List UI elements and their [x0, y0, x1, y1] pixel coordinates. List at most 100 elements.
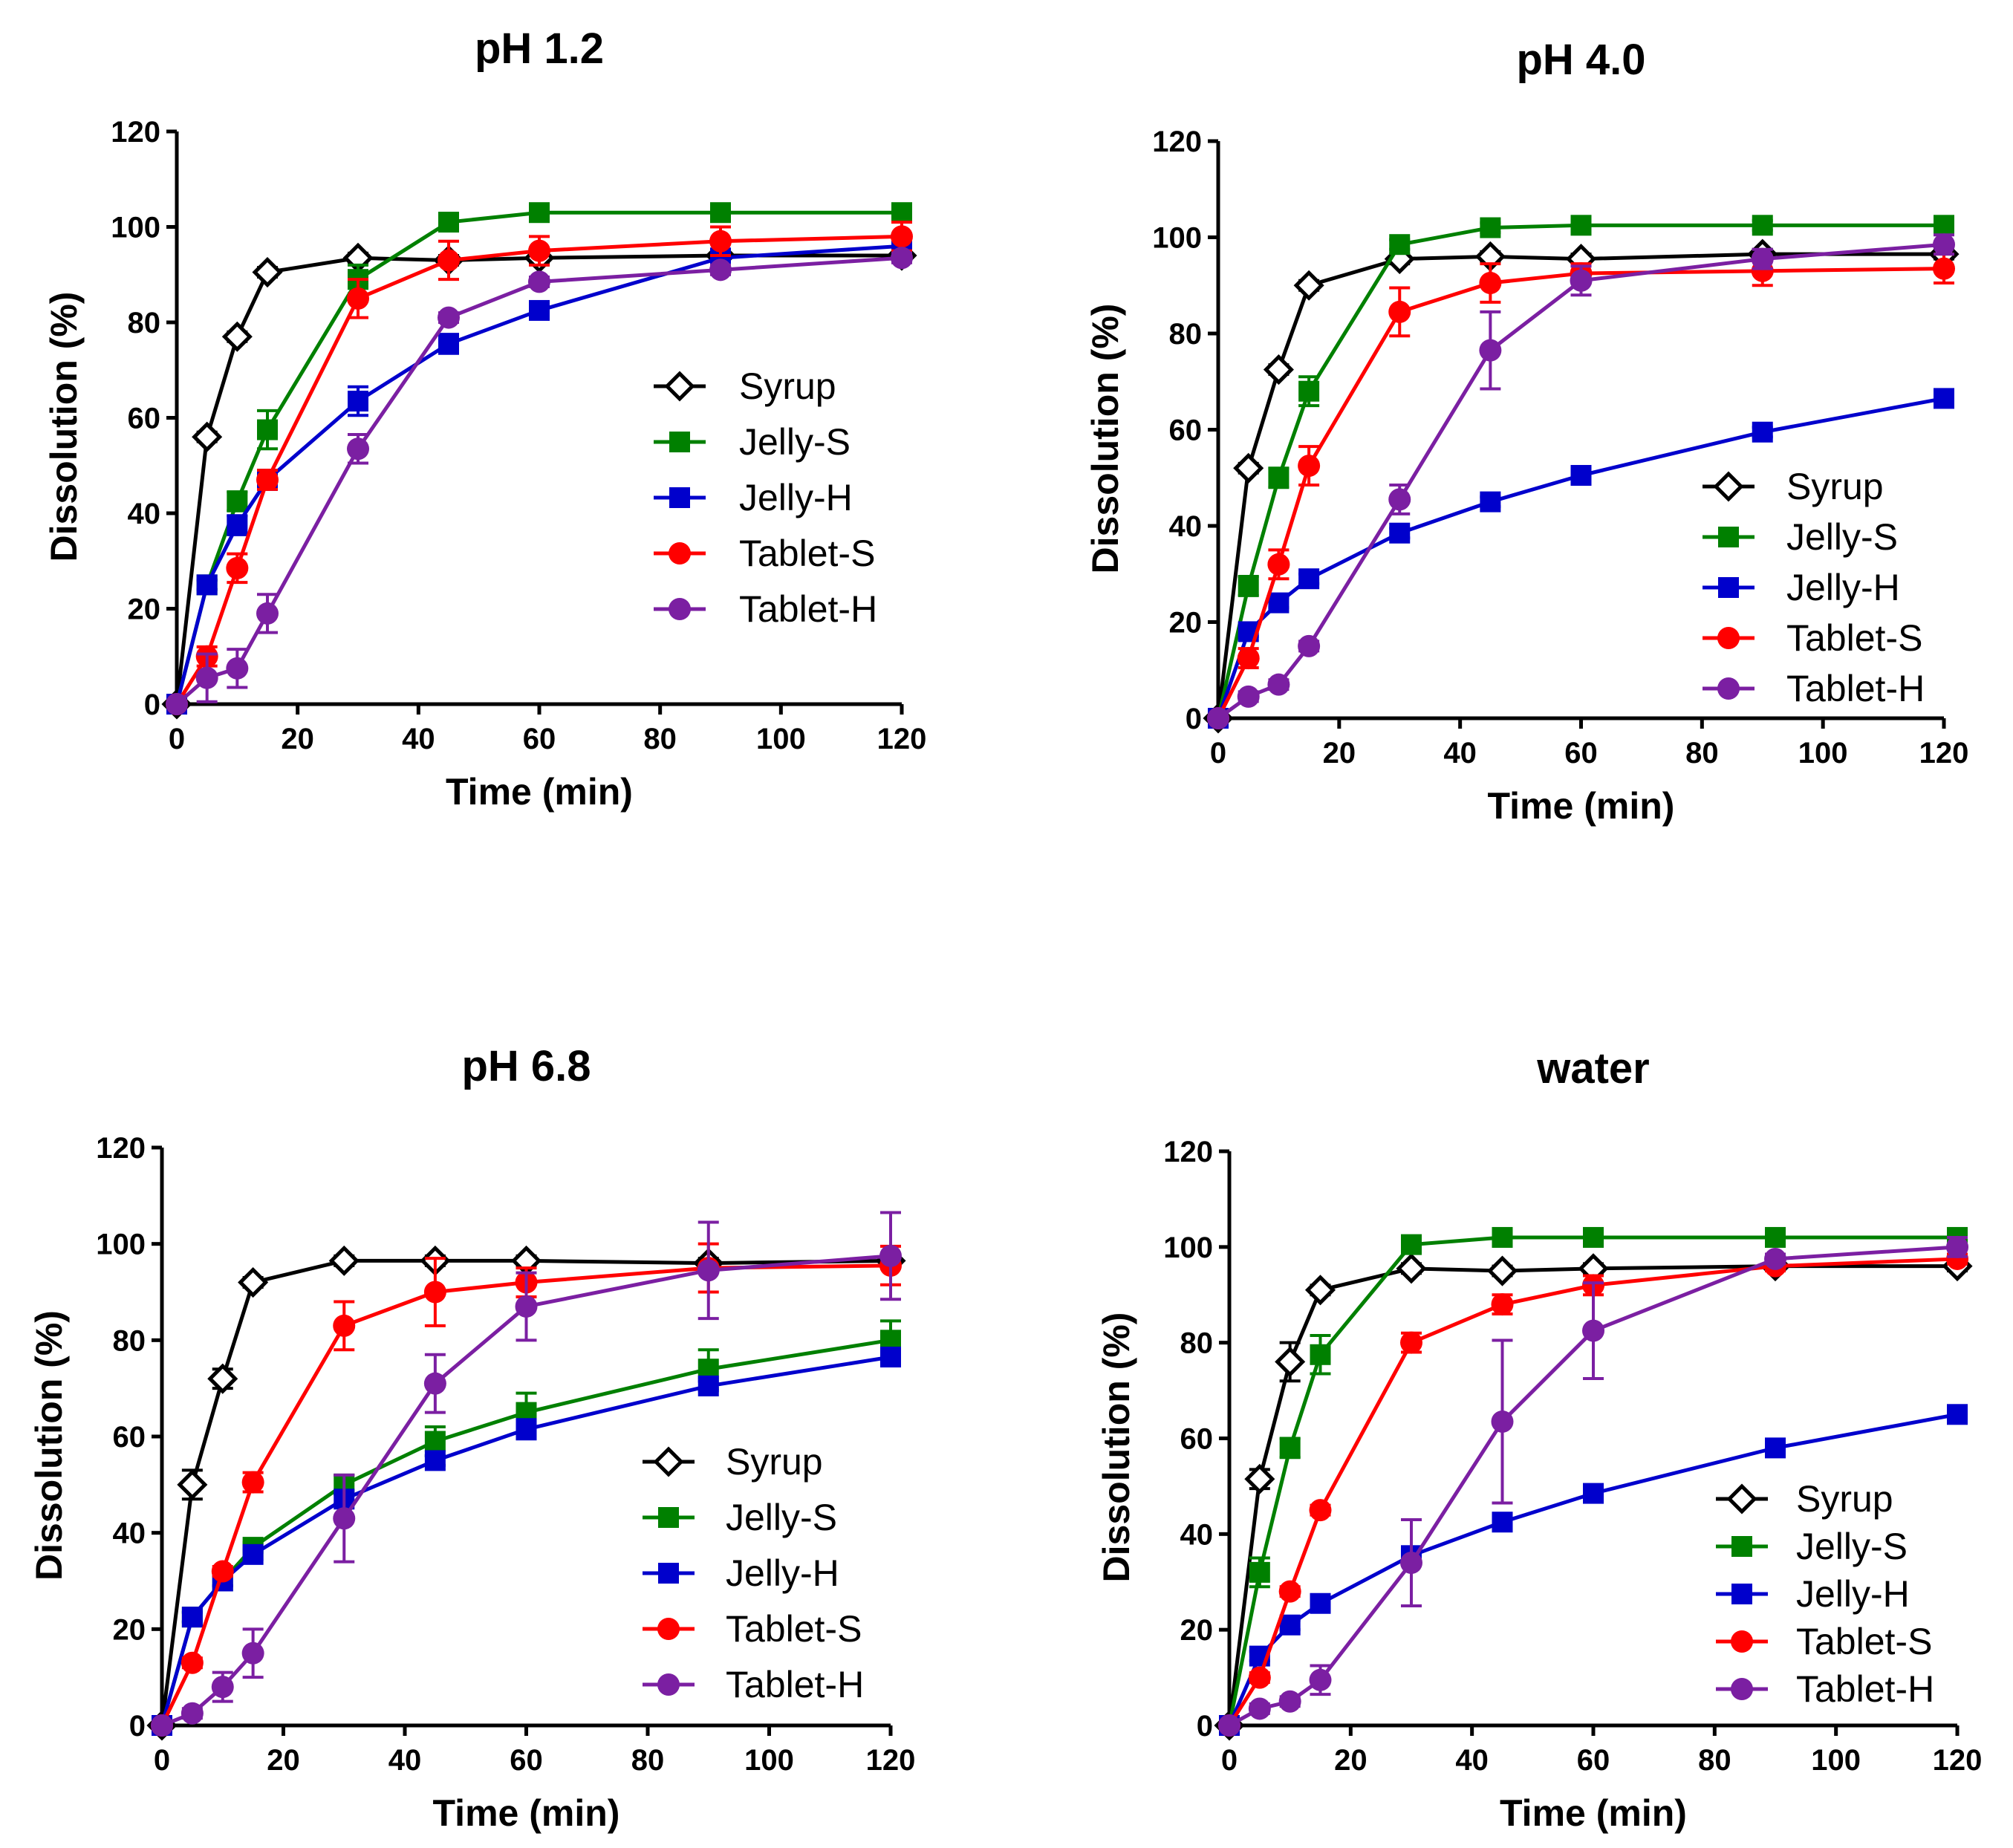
- y-tick-label: 80: [113, 1324, 146, 1357]
- chart-title: water: [1536, 1044, 1650, 1093]
- legend: Syrup Jelly-S Jelly-H Tablet-S Tablet-H: [1716, 1478, 1934, 1710]
- data-point-tablet-h: [709, 258, 732, 282]
- chart-panel-ph-6-8: pH 6.8 0 20 40 60 80 100 120 0 20 40 60 80 100 120 Time…: [28, 1042, 915, 1834]
- series-tablet-h: [166, 247, 913, 715]
- y-tick-label: 60: [1169, 414, 1203, 447]
- x-tick-label: 40: [1443, 737, 1477, 770]
- y-tick-label: 80: [1180, 1327, 1214, 1360]
- series-jelly-h: [166, 235, 912, 715]
- data-point-tablet-h: [1479, 339, 1502, 362]
- data-point-syrup: [1233, 452, 1264, 484]
- data-point-tablet-h: [1946, 1235, 1968, 1258]
- data-point-tablet-h: [211, 1676, 234, 1699]
- x-tick-label: 60: [1564, 737, 1598, 770]
- legend-item-jelly-h: Jelly-H: [1703, 567, 1900, 608]
- data-point-tablet-s: [1298, 455, 1321, 478]
- data-point-tablet-s: [1309, 1499, 1332, 1522]
- y-tick-label: 60: [1180, 1423, 1214, 1456]
- legend-marker: [657, 1618, 680, 1640]
- data-point-tablet-h: [1570, 269, 1593, 292]
- legend-item-tablet-h: Tablet-H: [1703, 668, 1925, 709]
- data-point-tablet-s: [709, 230, 732, 253]
- data-point-jelly-h: [1752, 421, 1773, 443]
- data-point-syrup: [328, 1245, 360, 1276]
- legend-label: Jelly-S: [726, 1497, 837, 1538]
- legend-item-syrup: Syrup: [643, 1441, 823, 1483]
- data-point-tablet-s: [528, 239, 550, 262]
- data-point-jelly-h: [1570, 465, 1592, 487]
- x-tick-label: 80: [631, 1744, 665, 1777]
- legend-label: Jelly-S: [1796, 1526, 1908, 1567]
- y-tick-label: 20: [128, 593, 161, 626]
- data-point-jelly-h: [1765, 1437, 1786, 1459]
- legend-item-jelly-s: Jelly-S: [1716, 1526, 1908, 1567]
- legend-item-tablet-h: Tablet-H: [643, 1664, 864, 1705]
- legend-item-jelly-h: Jelly-H: [643, 1552, 839, 1594]
- y-tick-label: 60: [113, 1421, 146, 1454]
- data-point-jelly-s: [1389, 234, 1411, 256]
- x-axis-label: Time (min): [446, 771, 633, 813]
- data-point-tablet-h: [1218, 1714, 1240, 1737]
- data-point-jelly-s: [1279, 1437, 1301, 1459]
- legend-item-tablet-s: Tablet-S: [1703, 617, 1922, 659]
- legend-label: Tablet-S: [739, 533, 875, 574]
- data-point-jelly-s: [1583, 1226, 1604, 1248]
- y-tick-label: 120: [1152, 126, 1202, 158]
- legend-marker: [1726, 1483, 1757, 1514]
- data-point-tablet-s: [1248, 1666, 1271, 1689]
- data-point-tablet-h: [1400, 1551, 1422, 1574]
- data-point-tablet-h: [195, 666, 218, 689]
- series-tablet-h: [1207, 233, 1955, 729]
- y-tick-label: 100: [96, 1229, 146, 1261]
- legend-marker: [1717, 627, 1740, 649]
- data-point-tablet-h: [256, 602, 279, 625]
- data-point-jelly-h: [438, 333, 459, 354]
- legend-item-syrup: Syrup: [1716, 1478, 1893, 1520]
- data-point-jelly-s: [710, 202, 731, 224]
- data-point-tablet-h: [528, 270, 550, 293]
- data-point-jelly-h: [1268, 592, 1290, 614]
- data-point-jelly-s: [1249, 1561, 1270, 1583]
- legend-marker: [1731, 1678, 1753, 1700]
- legend-label: Tablet-H: [739, 588, 877, 630]
- legend-label: Tablet-S: [726, 1608, 862, 1650]
- data-point-tablet-s: [211, 1560, 234, 1583]
- legend-marker: [1731, 1584, 1752, 1604]
- x-tick-label: 100: [744, 1744, 794, 1777]
- legend-marker: [1713, 471, 1744, 502]
- data-point-jelly-s: [438, 212, 459, 233]
- legend-item-syrup: Syrup: [1703, 466, 1884, 507]
- data-point-tablet-s: [891, 225, 913, 248]
- legend-label: Tablet-H: [1796, 1668, 1934, 1710]
- data-point-tablet-h: [333, 1507, 356, 1530]
- data-point-syrup: [1486, 1255, 1518, 1286]
- legend-label: Jelly-S: [739, 421, 851, 463]
- legend-label: Jelly-S: [1786, 516, 1898, 558]
- x-tick-label: 40: [388, 1744, 422, 1777]
- x-tick-label: 80: [1698, 1744, 1731, 1777]
- chart-panel-water: water 0 20 40 60 80 100 120 0 20 40 60 80 100 120 Time …: [1096, 1044, 1982, 1834]
- legend: Syrup Jelly-S Jelly-H Tablet-S Tablet-H: [654, 365, 877, 630]
- y-tick-label: 0: [1186, 703, 1202, 735]
- data-point-tablet-h: [423, 1372, 446, 1395]
- data-point-syrup: [221, 321, 253, 352]
- legend-label: Syrup: [726, 1441, 823, 1483]
- data-point-jelly-h: [181, 1607, 203, 1628]
- y-tick-label: 0: [144, 689, 160, 721]
- y-axis-label: Dissolution (%): [43, 292, 85, 562]
- data-point-tablet-s: [1237, 647, 1260, 670]
- data-point-tablet-h: [697, 1259, 720, 1282]
- x-tick-label: 120: [1933, 1744, 1983, 1777]
- data-point-tablet-s: [256, 469, 279, 492]
- data-point-jelly-s: [1934, 215, 1954, 236]
- data-point-syrup: [1293, 270, 1324, 301]
- x-tick-label: 100: [1811, 1744, 1861, 1777]
- y-tick-label: 60: [128, 403, 161, 435]
- data-point-syrup: [238, 1266, 269, 1298]
- legend-item-tablet-s: Tablet-S: [1716, 1621, 1932, 1662]
- data-point-syrup: [1275, 1346, 1306, 1377]
- data-point-tablet-h: [166, 693, 188, 715]
- data-point-tablet-h: [1267, 673, 1290, 696]
- x-tick-label: 40: [402, 723, 435, 755]
- data-point-tablet-h: [515, 1295, 538, 1318]
